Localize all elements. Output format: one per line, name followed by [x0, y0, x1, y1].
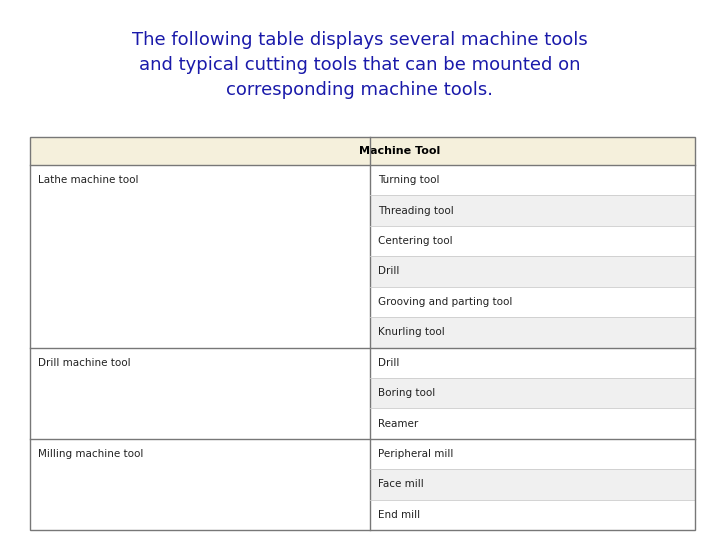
Text: Face mill: Face mill: [378, 480, 424, 489]
Text: Grooving and parting tool: Grooving and parting tool: [378, 297, 513, 307]
Text: Turning tool: Turning tool: [378, 175, 439, 185]
Text: End mill: End mill: [378, 510, 420, 520]
Bar: [370, 378, 695, 408]
Bar: [370, 469, 695, 500]
Text: Machine Tool: Machine Tool: [359, 146, 441, 156]
Text: Lathe machine tool: Lathe machine tool: [38, 175, 138, 185]
Text: Drill machine tool: Drill machine tool: [38, 357, 130, 368]
Text: Knurling tool: Knurling tool: [378, 327, 445, 338]
Bar: [370, 317, 695, 348]
Text: Peripheral mill: Peripheral mill: [378, 449, 454, 459]
Bar: [370, 195, 695, 226]
Text: Drill: Drill: [378, 266, 400, 276]
Text: Milling machine tool: Milling machine tool: [38, 449, 143, 459]
Text: Drill: Drill: [378, 357, 400, 368]
Text: Boring tool: Boring tool: [378, 388, 436, 398]
Text: Reamer: Reamer: [378, 418, 418, 429]
Text: Threading tool: Threading tool: [378, 206, 454, 215]
Bar: [370, 500, 695, 530]
Bar: [370, 438, 695, 469]
Bar: [370, 256, 695, 287]
Bar: [370, 408, 695, 438]
Bar: [30, 137, 695, 165]
Bar: [370, 287, 695, 317]
Text: The following table displays several machine tools
and typical cutting tools tha: The following table displays several mac…: [132, 31, 588, 99]
Bar: [370, 226, 695, 256]
Text: Centering tool: Centering tool: [378, 236, 453, 246]
Bar: [370, 348, 695, 378]
Bar: [370, 165, 695, 195]
